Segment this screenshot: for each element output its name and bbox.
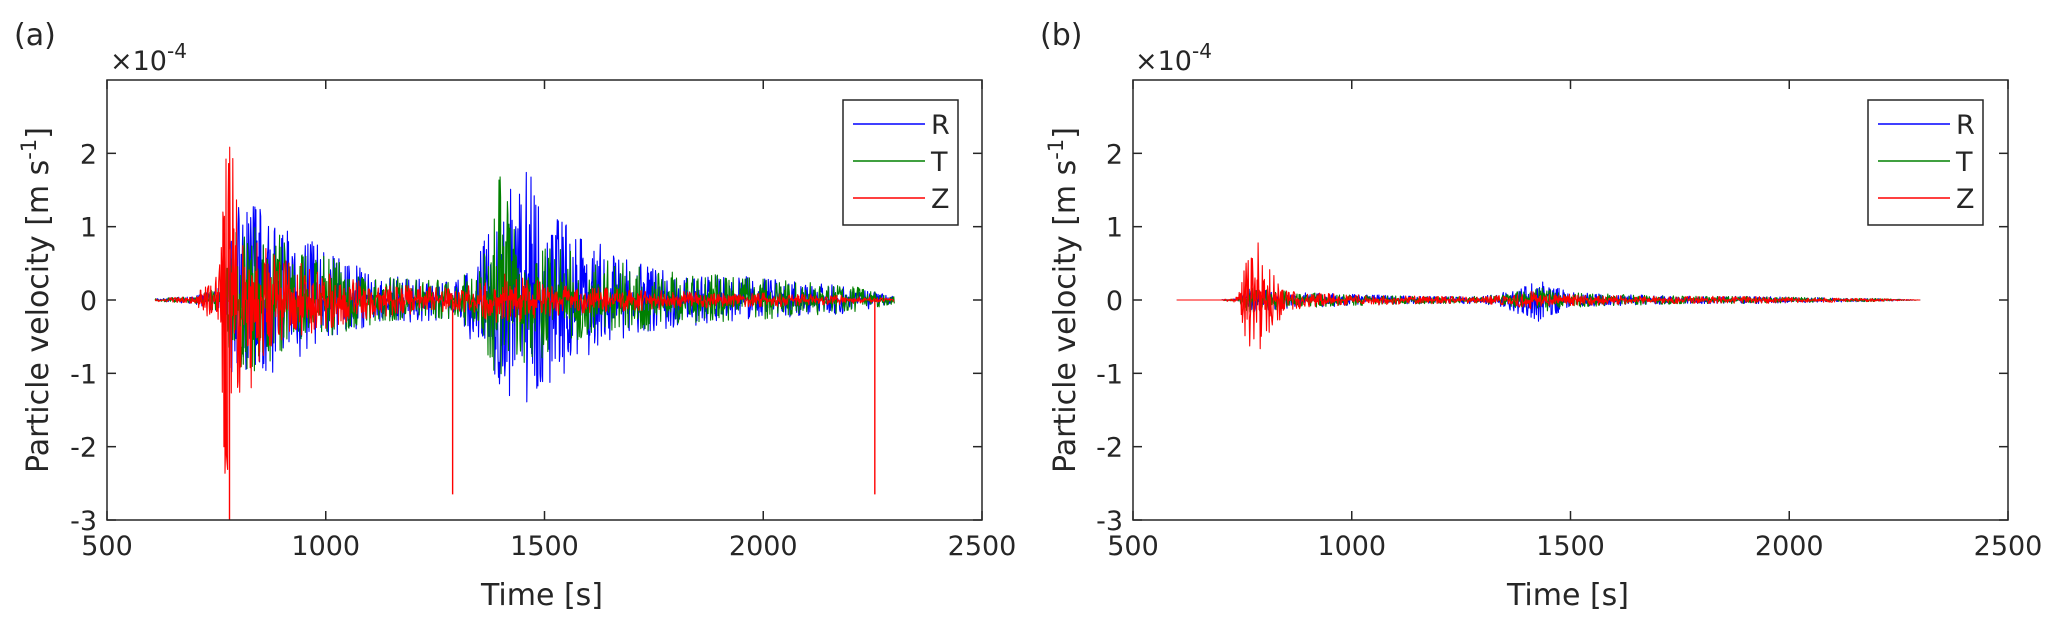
legend-label-r: R bbox=[1956, 110, 1975, 141]
y-axis-label-b: Particle velocity [m s-1] bbox=[1044, 127, 1083, 473]
x-tick-label: 1000 bbox=[1317, 531, 1386, 562]
y-axis-label-a: Particle velocity [m s-1] bbox=[17, 127, 56, 473]
y-tick-label: 0 bbox=[1106, 286, 1123, 317]
y-tick-label: 1 bbox=[1106, 213, 1123, 244]
y-tick-label: -3 bbox=[1096, 506, 1123, 537]
panel-label-a: (a) bbox=[14, 18, 56, 53]
panel-b: (b) ×10-4 Particle velocity [m s-1] Time… bbox=[1040, 18, 2042, 613]
x-tick-label: 2000 bbox=[1755, 531, 1824, 562]
legend-label-t: T bbox=[930, 147, 948, 178]
series-trace-z bbox=[1176, 242, 1921, 350]
traces-a bbox=[154, 146, 895, 520]
x-tick-label: 1500 bbox=[510, 531, 579, 562]
legend-label-z: Z bbox=[931, 184, 950, 215]
y-tick-label: 2 bbox=[1106, 139, 1123, 170]
series-trace-t bbox=[1176, 287, 1921, 313]
ticks-b: 500 1000 1500 2000 2500 -3 -2 -1 0 1 2 bbox=[1096, 80, 2042, 562]
traces-b bbox=[1176, 242, 1921, 350]
x-tick-label: 2500 bbox=[948, 531, 1017, 562]
exponent-label-b: ×10-4 bbox=[1135, 39, 1212, 77]
legend-label-t: T bbox=[1955, 147, 1973, 178]
legend-label-z: Z bbox=[1956, 184, 1975, 215]
legend-box bbox=[842, 99, 959, 226]
y-tick-label: 2 bbox=[80, 139, 97, 170]
legend-a: RTZ bbox=[842, 99, 959, 226]
x-tick-label: 1000 bbox=[291, 531, 360, 562]
legend-b: RTZ bbox=[1867, 99, 1984, 226]
x-tick-label: 500 bbox=[1107, 531, 1159, 562]
y-tick-label: -3 bbox=[70, 506, 97, 537]
ticks-a: 500 1000 1500 2000 2500 -3 -2 -1 0 1 2 bbox=[70, 80, 1016, 562]
x-axis-label-a: Time [s] bbox=[480, 578, 603, 613]
x-tick-label: 1500 bbox=[1536, 531, 1605, 562]
x-tick-label: 2000 bbox=[729, 531, 798, 562]
x-axis-label-b: Time [s] bbox=[1506, 578, 1629, 613]
exponent-label-a: ×10-4 bbox=[110, 39, 187, 77]
y-tick-label: -1 bbox=[70, 359, 97, 390]
panel-a: (a) ×10-4 Particle velocity [m s-1] Time… bbox=[14, 18, 1016, 613]
y-tick-label: 0 bbox=[80, 286, 97, 317]
y-tick-label: 1 bbox=[80, 213, 97, 244]
panel-label-b: (b) bbox=[1040, 18, 1082, 53]
axes-box-a bbox=[106, 79, 983, 521]
legend-box bbox=[1867, 99, 1984, 226]
y-tick-label: -2 bbox=[1096, 433, 1123, 464]
x-tick-label: 2500 bbox=[1974, 531, 2043, 562]
legend-label-r: R bbox=[931, 110, 950, 141]
y-tick-label: -2 bbox=[70, 433, 97, 464]
series-trace-z bbox=[154, 146, 895, 474]
axes-box-b bbox=[1132, 79, 2009, 521]
x-tick-label: 500 bbox=[81, 531, 133, 562]
y-tick-label: -1 bbox=[1096, 359, 1123, 390]
